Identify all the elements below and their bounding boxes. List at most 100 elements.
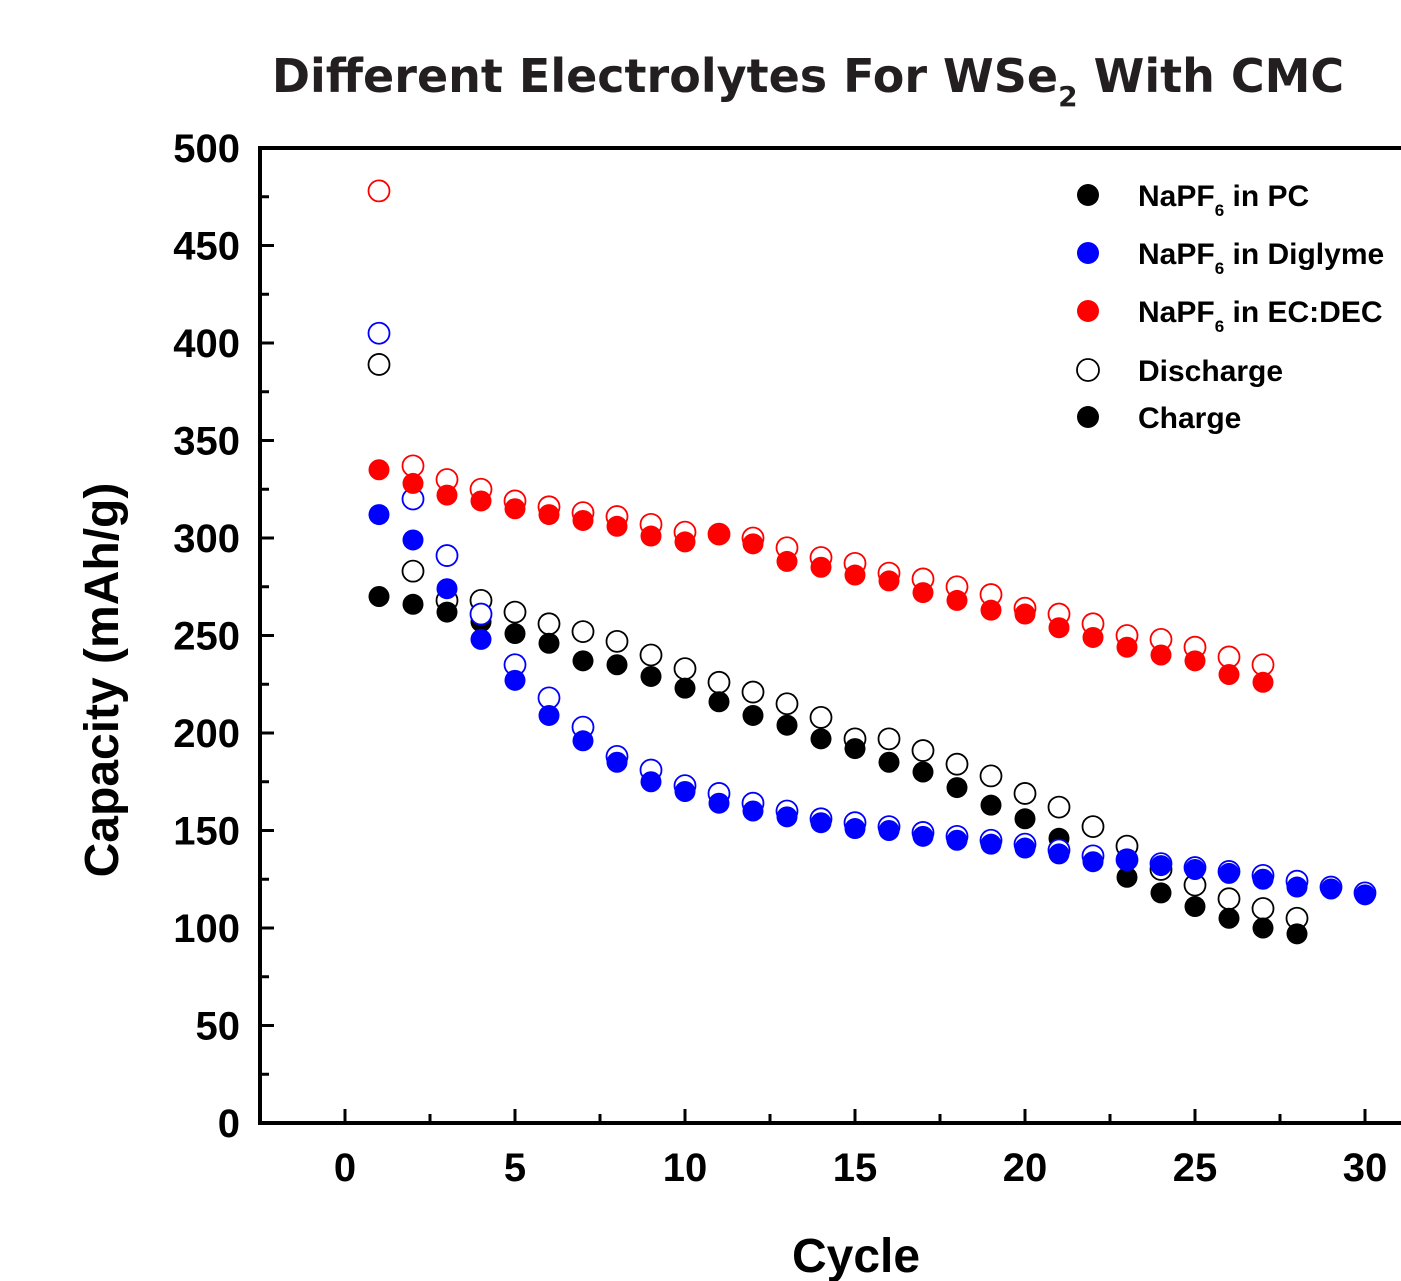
point-pc-discharge	[1047, 795, 1071, 819]
point-pc-discharge	[1217, 887, 1241, 911]
point-ecdec-charge	[674, 531, 696, 553]
point-pc-charge	[1116, 866, 1138, 888]
point-pc-charge	[742, 704, 764, 726]
point-ecdec-charge	[1082, 626, 1104, 648]
point-ecdec-charge	[1048, 617, 1070, 639]
point-pc-discharge	[979, 764, 1003, 788]
y-tick-label: 100	[173, 907, 240, 951]
point-ecdec-charge	[1116, 636, 1138, 658]
point-ecdec-charge	[538, 504, 560, 526]
x-tick-label: 15	[833, 1146, 878, 1190]
point-ecdec-charge	[1184, 650, 1206, 672]
point-diglyme-charge	[742, 800, 764, 822]
point-pc-discharge	[639, 643, 663, 667]
point-diglyme-discharge	[367, 321, 391, 345]
point-pc-discharge	[911, 739, 935, 762]
point-diglyme-discharge	[469, 602, 493, 626]
point-diglyme-charge	[1150, 855, 1172, 877]
point-pc-charge	[776, 714, 798, 736]
legend-marker	[1076, 358, 1100, 382]
point-diglyme-charge	[436, 578, 458, 600]
point-diglyme-charge	[1082, 851, 1104, 873]
point-pc-discharge	[707, 670, 731, 694]
point-pc-discharge	[605, 629, 629, 653]
x-tick-label: 30	[1343, 1146, 1388, 1190]
point-diglyme-charge	[504, 669, 526, 691]
point-pc-charge	[980, 794, 1002, 816]
point-diglyme-charge	[1252, 868, 1274, 890]
point-pc-charge	[402, 593, 424, 615]
y-tick-label: 0	[218, 1102, 240, 1146]
point-pc-discharge	[741, 680, 765, 704]
point-ecdec-discharge	[367, 179, 391, 203]
point-diglyme-charge	[368, 504, 390, 526]
y-tick-label: 250	[173, 615, 240, 659]
point-pc-charge	[810, 728, 832, 750]
point-ecdec-charge	[742, 533, 764, 555]
point-diglyme-discharge	[435, 544, 459, 567]
point-ecdec-charge	[1014, 603, 1036, 625]
point-ecdec-charge	[1252, 671, 1274, 693]
legend-label: NaPF6 in EC:DEC	[1138, 296, 1383, 336]
point-diglyme-charge	[1048, 843, 1070, 865]
point-pc-charge	[1014, 808, 1036, 830]
y-tick-label: 400	[173, 322, 240, 366]
point-diglyme-charge	[776, 806, 798, 828]
point-diglyme-charge	[402, 529, 424, 551]
point-ecdec-charge	[980, 599, 1002, 621]
y-tick-label: 450	[173, 225, 240, 269]
point-diglyme-charge	[1184, 859, 1206, 880]
point-pc-charge	[504, 623, 526, 645]
point-ecdec-charge	[640, 525, 662, 547]
point-pc-discharge	[367, 353, 391, 376]
legend-item: Charge	[1077, 402, 1241, 435]
point-diglyme-charge	[640, 771, 662, 793]
point-pc-discharge	[1013, 782, 1037, 805]
point-diglyme-charge	[572, 730, 594, 752]
point-pc-charge	[708, 691, 730, 713]
chart-title-subscript: 2	[1058, 80, 1077, 113]
point-pc-charge	[640, 665, 662, 687]
point-pc-discharge	[571, 620, 595, 643]
point-pc-charge	[1218, 907, 1240, 929]
chart-title: Different Electrolytes For WSe2 With CMC	[272, 49, 1344, 113]
point-ecdec-charge	[912, 582, 934, 604]
point-pc-charge	[436, 601, 458, 623]
point-diglyme-charge	[810, 812, 832, 834]
y-tick-label: 150	[173, 810, 240, 854]
point-ecdec-charge	[606, 515, 628, 537]
data-points	[367, 179, 1377, 945]
point-ecdec-charge	[776, 550, 798, 572]
legend-marker	[1077, 242, 1099, 264]
legend-item: NaPF6 in EC:DEC	[1077, 296, 1383, 336]
legend-label: Discharge	[1138, 355, 1283, 388]
point-diglyme-charge	[946, 829, 968, 851]
point-pc-charge	[946, 777, 968, 799]
point-diglyme-charge	[878, 820, 900, 841]
point-pc-charge	[844, 738, 866, 760]
point-diglyme-charge	[844, 818, 866, 840]
point-diglyme-charge	[980, 833, 1002, 855]
legend-item: NaPF6 in Diglyme	[1077, 238, 1384, 278]
point-diglyme-charge	[1014, 837, 1036, 859]
point-pc-discharge	[775, 692, 799, 716]
x-tick-label: 0	[334, 1146, 356, 1190]
x-axis-label: Cycle	[792, 1230, 920, 1281]
x-tick-label: 5	[504, 1146, 526, 1190]
point-ecdec-charge	[368, 459, 390, 481]
point-diglyme-charge	[470, 628, 492, 650]
point-ecdec-charge	[844, 564, 866, 586]
point-ecdec-charge	[504, 498, 526, 520]
y-tick-label: 500	[173, 127, 240, 171]
legend-marker	[1077, 406, 1099, 428]
legend-item: NaPF6 in PC	[1077, 180, 1309, 220]
point-pc-discharge	[1081, 815, 1105, 838]
y-tick-label: 50	[196, 1005, 241, 1049]
point-diglyme-charge	[674, 781, 696, 802]
point-diglyme-charge	[1286, 876, 1308, 898]
point-pc-charge	[1286, 923, 1308, 945]
x-tick-label: 20	[1003, 1146, 1048, 1190]
point-pc-charge	[572, 650, 594, 672]
legend-label: Charge	[1138, 402, 1241, 435]
